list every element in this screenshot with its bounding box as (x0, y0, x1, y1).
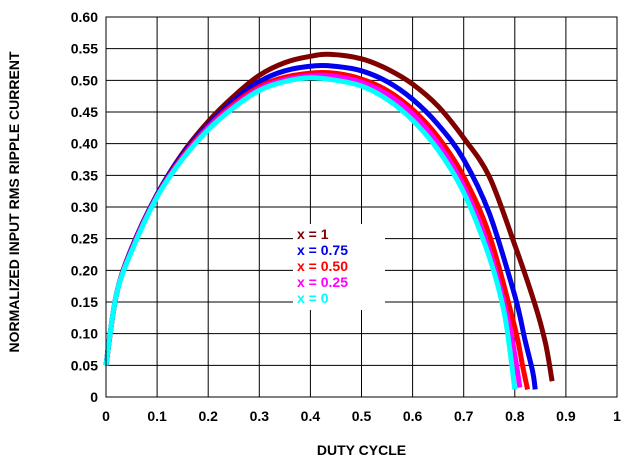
x-tick-label: 0.1 (147, 408, 167, 424)
x-tick-label: 0 (102, 408, 110, 424)
x-tick-label: 0.8 (505, 408, 525, 424)
legend-background (293, 224, 385, 310)
y-tick-label: 0.05 (71, 357, 98, 373)
series-line-x-0 (103, 75, 518, 390)
y-tick-label: 0.45 (71, 104, 98, 120)
y-tick-label: 0.40 (71, 136, 98, 152)
legend-entry-x-0-50: x = 0.50 (297, 258, 348, 274)
y-tick-label: 0.50 (71, 72, 98, 88)
x-tick-label: 0.4 (301, 408, 321, 424)
y-tick-label: 0.30 (71, 199, 98, 215)
y-tick-label: 0.55 (71, 41, 98, 57)
x-tick-label: 0.5 (352, 408, 372, 424)
legend-entry-x-0: x = 0 (297, 290, 329, 306)
x-tick-label: 0.2 (198, 408, 218, 424)
legend-entry-x-1: x = 1 (297, 226, 329, 242)
y-tick-label: 0.15 (71, 294, 98, 310)
x-tick-labels: 0 0.1 0.2 0.3 0.4 0.5 0.6 0.7 0.8 0.9 1 (102, 408, 621, 424)
x-tick-label: 1 (613, 408, 621, 424)
x-axis-label: DUTY CYCLE (317, 442, 406, 458)
y-tick-labels: 0 0.05 0.10 0.15 0.20 0.25 0.30 0.35 0.40 0.45 0.5… (71, 9, 98, 405)
legend: x = 1 x = 0.75 x = 0.50 x = 0.25 x = 0 (293, 224, 385, 310)
y-axis-label: NORMALIZED INPUT RMS RIPPLE CURRENT (6, 51, 22, 352)
plot-frame (105, 16, 618, 398)
y-tick-label: 0.20 (71, 262, 98, 278)
x-tick-label: 0.3 (250, 408, 270, 424)
y-tick-label: 0.60 (71, 9, 98, 25)
x-tick-label: 0.9 (556, 408, 576, 424)
legend-entry-x-0-25: x = 0.25 (297, 274, 348, 290)
legend-entry-x-0-75: x = 0.75 (297, 242, 348, 258)
y-tick-label: 0.10 (71, 326, 98, 342)
y-tick-label: 0.25 (71, 231, 98, 247)
y-tick-label: 0.35 (71, 167, 98, 183)
x-tick-label: 0.7 (454, 408, 474, 424)
y-tick-label: 0 (90, 389, 98, 405)
x-tick-label: 0.6 (403, 408, 423, 424)
series-layer (103, 51, 555, 390)
